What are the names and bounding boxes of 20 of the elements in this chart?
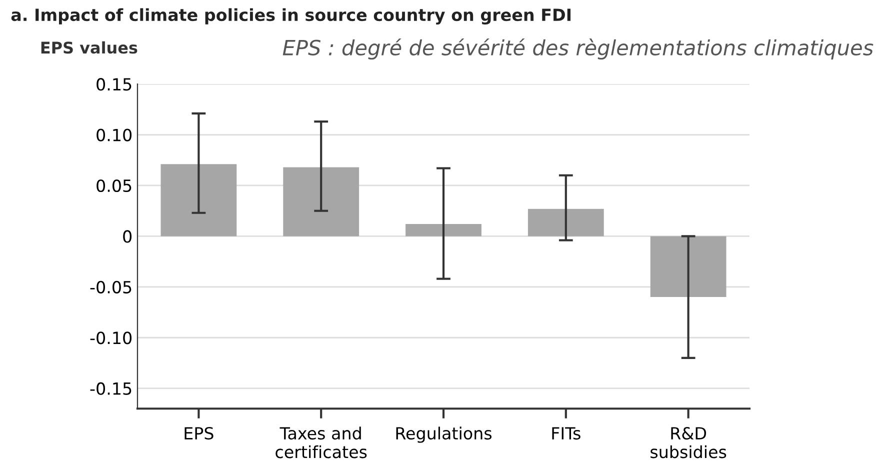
y-tick-label: -0.10: [90, 332, 132, 344]
text: EPS : degré de sévérité des règlementations climatiques: [282, 38, 874, 60]
y-tick-label: 0.10: [96, 128, 132, 142]
x-tick-label: Taxes and certificates: [276, 426, 367, 458]
chart-title: a. Impact of climate policies in source country on green FDI: [11, 8, 570, 24]
y-axis-title: EPS values: [41, 41, 138, 54]
bar: [528, 208, 604, 236]
y-tick-label: -0.15: [90, 382, 132, 395]
x-tick-label: Regulations: [396, 426, 492, 443]
y-tick-label: 0.15: [96, 78, 132, 91]
bar: [160, 164, 237, 236]
x-tick-label: EPS: [184, 426, 214, 440]
x-tick-label: FITs: [552, 427, 580, 440]
x-tick-label: R&D subsidies: [650, 426, 726, 458]
y-tick-label: -0.05: [90, 280, 132, 294]
bar: [283, 167, 360, 236]
y-tick-label: 0: [123, 230, 132, 243]
bar: [650, 236, 726, 298]
bar: [406, 224, 482, 236]
y-tick-label: 0.05: [96, 179, 132, 192]
